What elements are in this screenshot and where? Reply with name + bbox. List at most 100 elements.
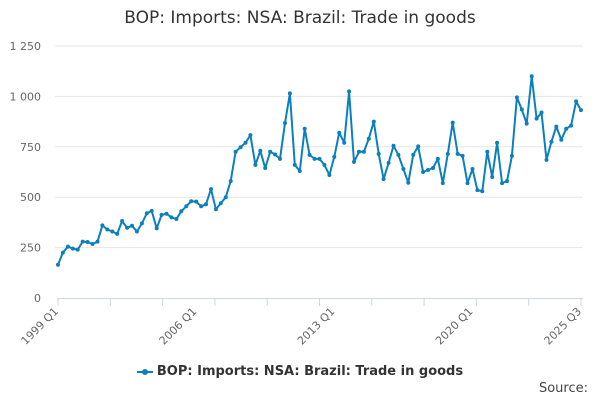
data-point[interactable] [490, 175, 495, 179]
data-point[interactable] [209, 187, 213, 192]
data-point[interactable] [95, 239, 100, 244]
data-point[interactable] [579, 108, 583, 113]
data-point[interactable] [431, 166, 435, 170]
data-point[interactable] [391, 143, 396, 148]
data-point[interactable] [70, 246, 75, 251]
data-point[interactable] [470, 167, 475, 171]
data-point[interactable] [149, 208, 154, 213]
data-point[interactable] [115, 231, 120, 236]
data-point[interactable] [159, 212, 164, 217]
data-point[interactable] [189, 199, 194, 204]
data-point[interactable] [154, 226, 159, 231]
data-point[interactable] [85, 240, 90, 244]
data-point[interactable] [273, 152, 278, 157]
data-point[interactable] [465, 181, 470, 186]
data-point[interactable] [352, 159, 356, 164]
data-point[interactable] [174, 217, 179, 221]
data-point[interactable] [475, 188, 480, 193]
data-point[interactable] [134, 229, 139, 234]
data-point[interactable] [204, 202, 208, 207]
data-point[interactable] [455, 151, 460, 156]
data-point[interactable] [544, 157, 549, 162]
data-point[interactable] [500, 181, 505, 186]
data-point[interactable] [450, 120, 455, 125]
data-point[interactable] [485, 149, 490, 154]
data-point[interactable] [519, 107, 524, 112]
data-point[interactable] [357, 149, 361, 154]
data-point[interactable] [386, 160, 391, 165]
data-point[interactable] [347, 89, 352, 94]
data-point[interactable] [332, 154, 337, 159]
data-point[interactable] [130, 223, 134, 228]
data-point[interactable] [228, 179, 233, 184]
data-point[interactable] [297, 169, 302, 173]
data-point[interactable] [460, 153, 465, 158]
data-point[interactable] [307, 152, 312, 157]
data-point[interactable] [421, 170, 426, 174]
data-point[interactable] [569, 123, 574, 128]
data-point[interactable] [426, 168, 430, 172]
data-point[interactable] [416, 144, 421, 149]
data-point[interactable] [199, 204, 204, 209]
data-point[interactable] [90, 242, 95, 246]
data-point[interactable] [60, 250, 65, 255]
data-point[interactable] [376, 151, 381, 156]
data-point[interactable] [366, 136, 371, 141]
data-point[interactable] [327, 173, 332, 177]
data-point[interactable] [495, 140, 500, 145]
data-point[interactable] [505, 179, 509, 184]
data-point[interactable] [445, 151, 450, 156]
data-point[interactable] [105, 227, 110, 232]
data-point[interactable] [213, 207, 218, 212]
data-point[interactable] [312, 156, 317, 161]
data-point[interactable] [233, 149, 238, 154]
data-point[interactable] [287, 91, 292, 96]
data-point[interactable] [509, 153, 514, 158]
data-point[interactable] [317, 156, 322, 161]
data-point[interactable] [371, 119, 376, 124]
data-point[interactable] [574, 99, 579, 104]
data-point[interactable] [361, 149, 366, 154]
data-point[interactable] [80, 239, 85, 244]
data-point[interactable] [253, 162, 258, 167]
data-point[interactable] [184, 204, 189, 209]
data-point[interactable] [194, 199, 199, 204]
data-point[interactable] [223, 195, 228, 200]
data-point[interactable] [278, 156, 282, 161]
data-point[interactable] [322, 162, 327, 167]
data-point[interactable] [100, 223, 105, 228]
data-point[interactable] [396, 152, 401, 157]
data-point[interactable] [144, 211, 149, 216]
data-point[interactable] [524, 121, 529, 126]
data-point[interactable] [539, 110, 544, 115]
data-point[interactable] [529, 74, 534, 79]
data-point[interactable] [480, 189, 485, 194]
data-point[interactable] [263, 166, 268, 170]
data-point[interactable] [56, 262, 60, 267]
data-point[interactable] [125, 225, 130, 230]
data-point[interactable] [401, 167, 406, 171]
data-point[interactable] [120, 219, 125, 223]
data-point[interactable] [292, 162, 297, 167]
data-point[interactable] [342, 140, 347, 145]
data-point[interactable] [564, 126, 569, 131]
data-point[interactable] [302, 126, 307, 131]
data-point[interactable] [534, 116, 539, 121]
data-point[interactable] [65, 244, 70, 249]
data-point[interactable] [337, 130, 342, 135]
legend[interactable]: BOP: Imports: NSA: Brazil: Trade in good… [0, 364, 600, 379]
data-point[interactable] [406, 180, 411, 185]
data-point[interactable] [268, 149, 273, 154]
data-point[interactable] [139, 221, 144, 226]
data-point[interactable] [169, 215, 174, 220]
data-point[interactable] [514, 95, 519, 100]
data-point[interactable] [258, 148, 263, 153]
data-point[interactable] [179, 209, 184, 214]
data-point[interactable] [440, 181, 445, 186]
data-point[interactable] [283, 121, 287, 125]
data-point[interactable] [75, 247, 80, 252]
data-point[interactable] [381, 177, 386, 182]
data-point[interactable] [238, 145, 243, 150]
data-point[interactable] [248, 133, 253, 138]
data-point[interactable] [411, 152, 416, 157]
